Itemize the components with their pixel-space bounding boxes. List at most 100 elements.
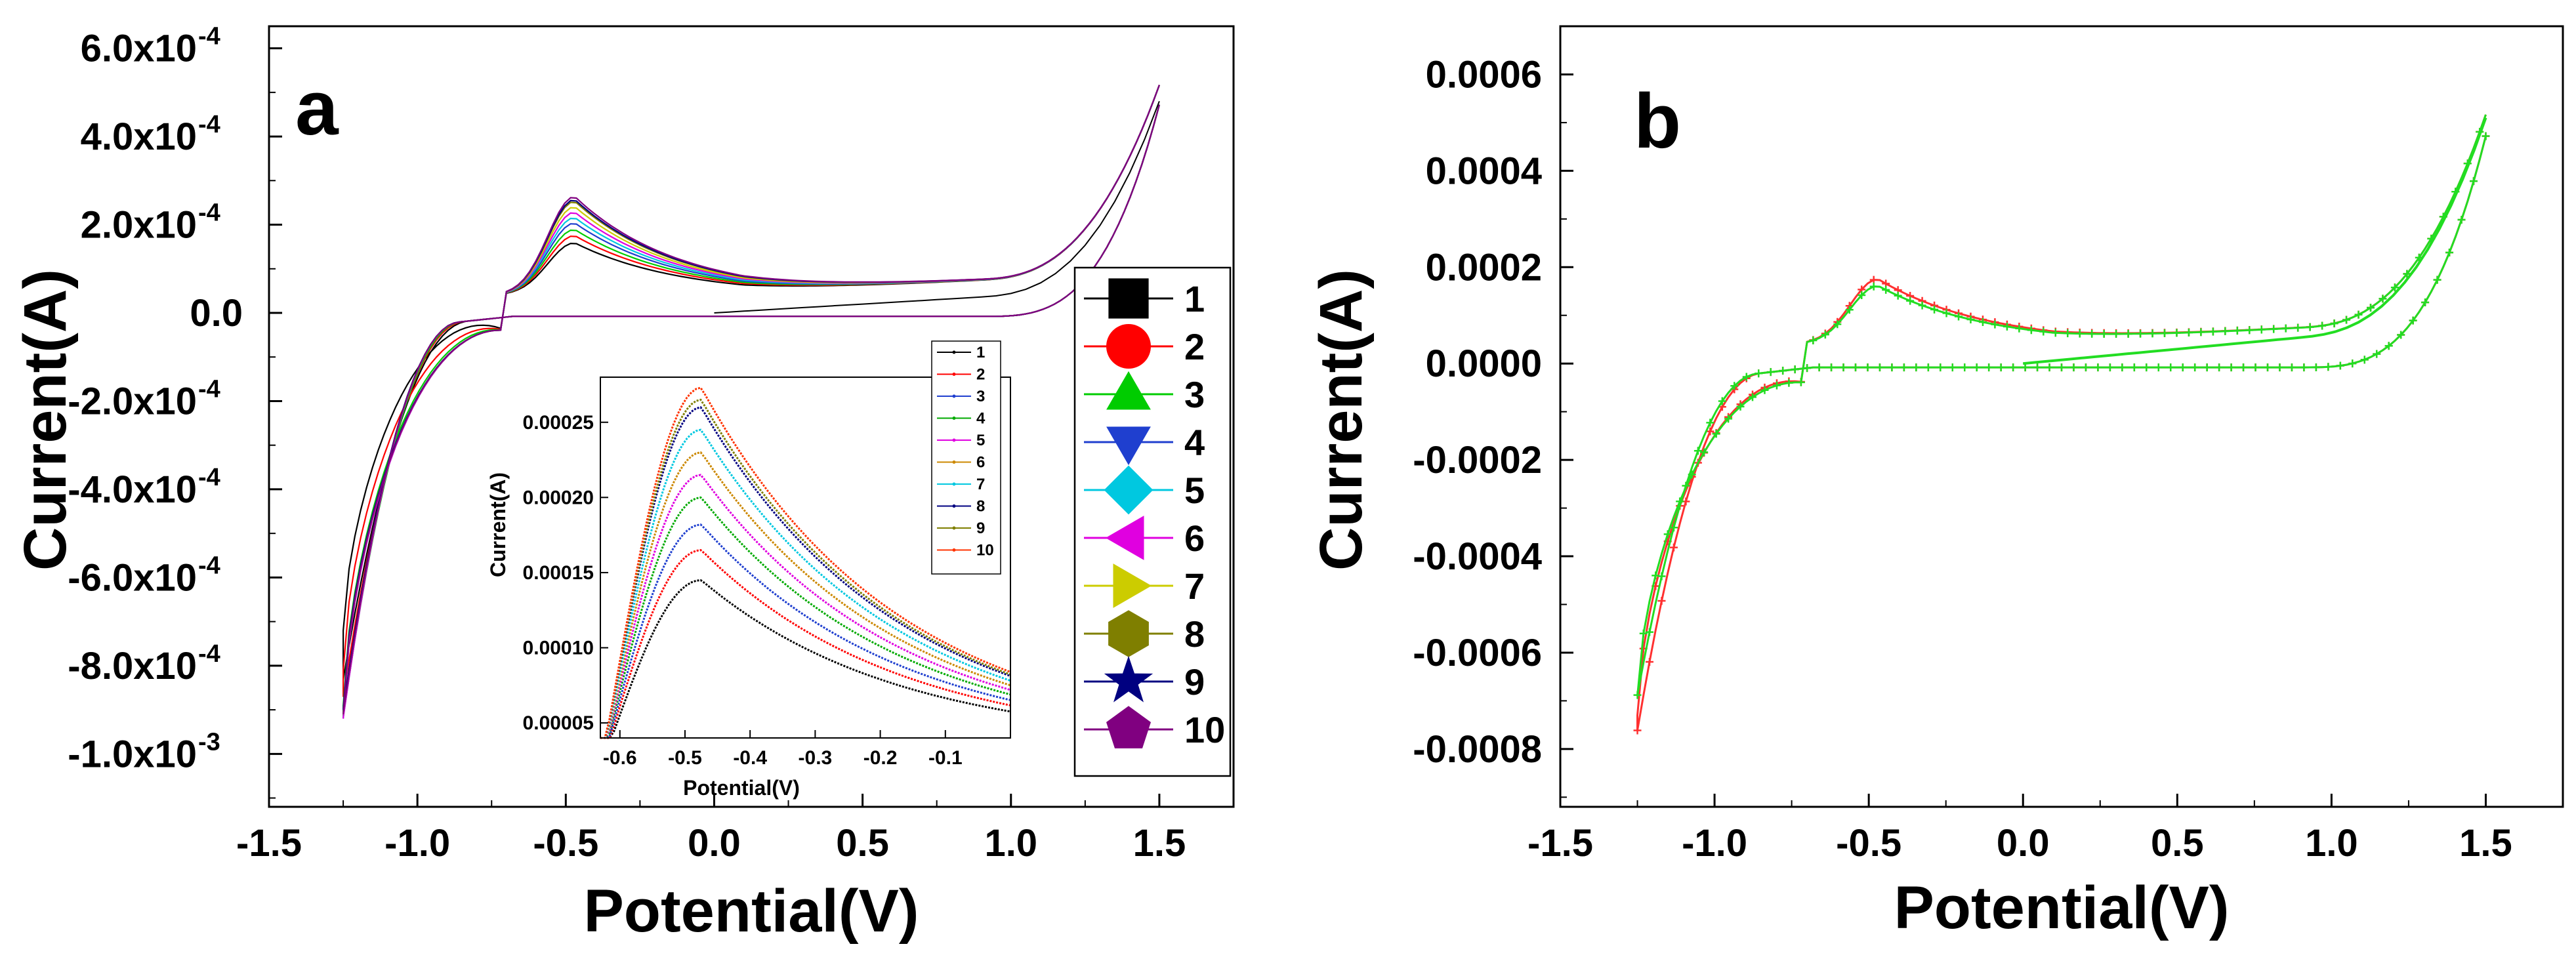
panel-b-series-green-point bbox=[2051, 329, 2060, 337]
panel-a-y-tick-exponent: -4 bbox=[198, 640, 220, 668]
panel-b-series-green-point bbox=[1803, 364, 1812, 373]
inset-legend-marker-8 bbox=[952, 504, 956, 508]
panel-b-series-green-point bbox=[1766, 368, 1775, 377]
panel-b-series-green-point bbox=[1900, 363, 1908, 372]
panel-b-series-green-point bbox=[1961, 363, 1969, 372]
panel-b-series-green-point bbox=[1639, 629, 1648, 638]
panel-b-series-green-point bbox=[1924, 363, 1932, 372]
inset-legend-marker-6 bbox=[952, 460, 956, 464]
legend-label-10: 10 bbox=[1184, 709, 1225, 750]
panel-b-series-green-point bbox=[1736, 402, 1745, 411]
panel-b-series-green-point bbox=[2112, 330, 2121, 338]
panel-b-series-red-point bbox=[1706, 427, 1714, 436]
panel-b-series-green-point bbox=[1682, 481, 1690, 490]
panel-a-legend: 1 2 3 4 5 6 7 8 9 10 bbox=[1073, 266, 1232, 777]
panel-b-series-green-point bbox=[2221, 327, 2230, 335]
panel-b-series-green-point bbox=[2421, 298, 2430, 306]
panel-b-series-green-point bbox=[2397, 331, 2405, 339]
panel-a-curves bbox=[343, 85, 1160, 719]
inset-x-tick-label: -0.3 bbox=[799, 747, 833, 769]
panel-b-series-green-point bbox=[2154, 363, 2163, 372]
panel-b-series-green-point bbox=[2270, 325, 2278, 333]
legend-marker-7 bbox=[1113, 563, 1152, 608]
panel-b-series-green-point bbox=[1948, 363, 1957, 372]
panel-b-series-green-point bbox=[1997, 363, 2005, 372]
panel-b-y-axis-title: Current(A) bbox=[1308, 269, 1375, 571]
panel-b-series-green-point bbox=[2300, 363, 2308, 372]
inset-series-1-curve bbox=[600, 579, 1011, 739]
panel-b-series-green-point bbox=[1863, 363, 1872, 372]
legend-label-5: 5 bbox=[1184, 470, 1205, 511]
panel-a-x-tick-label: -1.5 bbox=[236, 822, 302, 865]
inset-curves bbox=[600, 386, 1011, 739]
panel-b-series-green-point bbox=[1749, 393, 1757, 401]
legend-label-9: 9 bbox=[1184, 661, 1205, 703]
panel-b-series-green-point bbox=[1912, 363, 1921, 372]
panel-b-x-tick-label: 1.0 bbox=[2305, 822, 2358, 865]
panel-b-series-green-point bbox=[2142, 363, 2151, 372]
panel-a-series-10-curve bbox=[343, 85, 1160, 714]
panel-b-series-green-point bbox=[1755, 369, 1763, 378]
panel-b-series-green-point bbox=[2009, 363, 2018, 372]
inset-x-tick-label: -0.5 bbox=[668, 747, 702, 769]
panel-a-y-tick-label: 0.0 bbox=[190, 292, 243, 335]
inset-series-9-curve bbox=[600, 398, 1011, 739]
panel-b-series-green-point bbox=[1852, 363, 1859, 372]
panel-a-y-tick-exponent: -4 bbox=[198, 199, 220, 227]
panel-b-series-green-point bbox=[2094, 363, 2102, 372]
inset-legend-marker-4 bbox=[952, 417, 956, 420]
panel-b-series-green-point bbox=[2336, 361, 2344, 370]
panel-b-series-green-curve bbox=[1636, 114, 2487, 697]
panel-b-series-green-point bbox=[2354, 310, 2363, 319]
inset-x-tick-label: -0.1 bbox=[928, 747, 963, 769]
legend-marker-10 bbox=[1106, 706, 1151, 748]
panel-b-series-green-point bbox=[1700, 448, 1709, 457]
panel-b-series-green-point bbox=[2130, 363, 2138, 372]
legend-label-6: 6 bbox=[1184, 518, 1205, 559]
panel-b-series-green-point bbox=[2239, 363, 2248, 372]
panel-b-series-green-point bbox=[2312, 363, 2320, 371]
panel-b-series-green-point bbox=[2287, 363, 2296, 372]
panel-b-series-green-point bbox=[2148, 329, 2157, 338]
panel-b-series-green-point bbox=[2209, 327, 2217, 336]
inset-plot-frame bbox=[600, 377, 1011, 739]
panel-b-series-green-point bbox=[1894, 291, 1902, 300]
panel-b-series-green-point bbox=[2106, 363, 2114, 372]
panel-b-series-green-point bbox=[2015, 324, 2024, 333]
panel-b-series-green-point bbox=[1966, 316, 1975, 324]
inset-y-axis-title: Current(A) bbox=[486, 472, 510, 577]
panel-b-series-green-point bbox=[2457, 216, 2466, 224]
panel-b-series-green-point bbox=[2191, 363, 2199, 372]
inset-legend-label-7: 7 bbox=[976, 476, 985, 493]
legend-marker-5 bbox=[1104, 465, 1153, 515]
panel-b-series-green-point bbox=[2064, 329, 2072, 338]
panel-a-y-tick-label: 6.0x10 bbox=[81, 28, 197, 70]
panel-b-y-tick-label: 0.0002 bbox=[1426, 246, 1542, 289]
legend-marker-1 bbox=[1108, 278, 1149, 319]
inset-series-4-curve bbox=[600, 496, 1011, 739]
panel-b-series-green-point bbox=[1646, 628, 1654, 636]
panel-a-y-tick-label: -2.0x10 bbox=[68, 380, 197, 422]
legend-marker-3 bbox=[1106, 371, 1151, 410]
inset-y-tick-label: 0.00025 bbox=[523, 412, 594, 434]
panel-b-series-green-point bbox=[1688, 470, 1696, 479]
inset-legend-marker-10 bbox=[952, 548, 956, 552]
panel-b-series-green-point bbox=[2021, 363, 2029, 372]
panel-b-series-green-point bbox=[1936, 363, 1945, 372]
panel-b-curves bbox=[1633, 114, 2490, 735]
panel-b-series-green-point bbox=[1875, 363, 1884, 372]
panel-a-plot-frame bbox=[268, 25, 1235, 808]
panel-b-x-tick-label: 0.0 bbox=[1997, 822, 2050, 865]
panel-b-series-green-point bbox=[1718, 397, 1726, 405]
panel-b-series-green-point bbox=[1827, 363, 1836, 372]
inset-legend-label-3: 3 bbox=[976, 388, 985, 405]
panel-b-series-green-point bbox=[2318, 321, 2327, 330]
inset-y-tick-label: 0.00005 bbox=[523, 712, 594, 734]
inset-x-tick-label: -0.2 bbox=[863, 747, 898, 769]
panel-b-series-green-point bbox=[2069, 363, 2078, 372]
panel-a-axes: -1.5 -1.0 -0.5 0.0 0.5 1.0 1.56.0x10 -44.0x10 -4… bbox=[68, 23, 1186, 865]
legend-marker-6 bbox=[1105, 516, 1144, 560]
panel-b-series-green-point bbox=[2215, 363, 2224, 372]
panel-b-series-green-point bbox=[1779, 367, 1787, 375]
